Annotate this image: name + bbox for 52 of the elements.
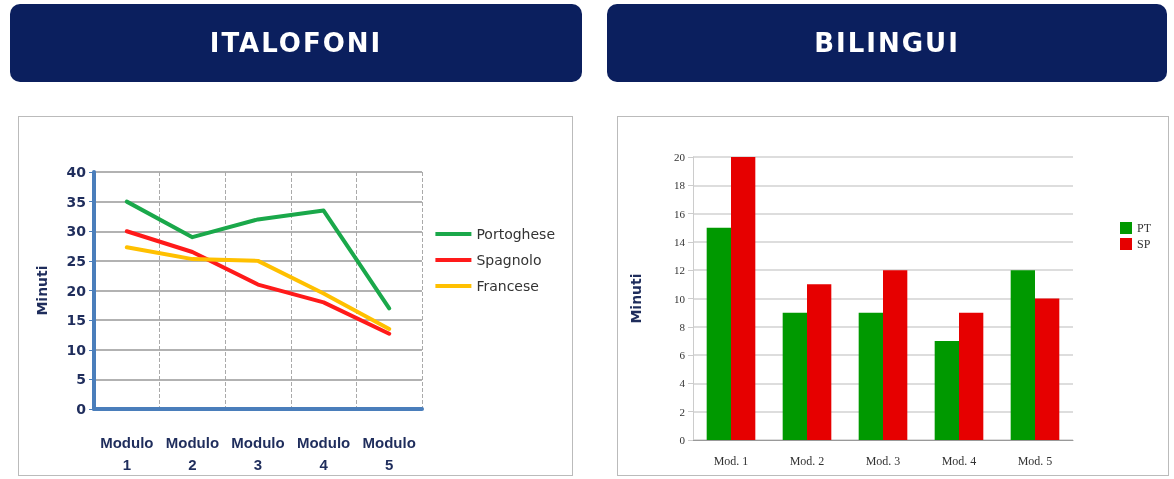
bar: [934, 340, 959, 440]
y-tick-label: 4: [679, 377, 686, 390]
y-axis-title: Minuti: [34, 265, 50, 316]
y-tick-label: 20: [66, 282, 87, 299]
y-tick-label: 10: [66, 341, 87, 358]
y-tick-label: 40: [66, 164, 87, 180]
y-tick-label: 15: [66, 312, 86, 329]
y-tick-label: 35: [66, 193, 86, 210]
x-tick-label: Modulo 5: [362, 433, 416, 473]
bar: [1035, 298, 1060, 440]
line-series: [124, 229, 392, 336]
x-tick-label: Modulo 4: [296, 433, 351, 473]
y-tick-label: 14: [674, 235, 686, 248]
y-tick-label: 16: [674, 207, 686, 220]
y-tick-label: 30: [66, 223, 87, 240]
bar: [731, 157, 756, 440]
legend-label: SP: [1137, 237, 1151, 251]
chart-title: ITALOFONI: [10, 4, 582, 82]
legend-label: Francese: [476, 278, 539, 294]
y-axis-title: Minuti: [628, 273, 644, 324]
bar: [782, 312, 807, 440]
x-tick-label: Mod. 5: [1017, 454, 1053, 468]
bar: [807, 284, 832, 440]
y-tick-label: 6: [679, 349, 686, 362]
x-tick-label: Modulo 2: [165, 433, 220, 473]
legend-label: Portoghese: [476, 226, 556, 242]
chart-title: BILINGUI: [607, 4, 1167, 82]
y-tick-label: 0: [76, 401, 87, 417]
bar: [959, 312, 984, 440]
legend-label: Spagnolo: [476, 252, 542, 268]
x-tick-label: Mod. 1: [713, 454, 749, 468]
line-series: [124, 245, 392, 332]
y-tick-label: 8: [679, 320, 686, 333]
y-tick-label: 2: [679, 405, 685, 418]
bar: [1010, 270, 1035, 440]
legend-label: PT: [1137, 221, 1152, 235]
x-tick-label: Modulo 3: [231, 433, 285, 473]
y-tick-label: 10: [674, 292, 686, 305]
line-series: [124, 199, 392, 311]
x-tick-label: Mod. 4: [941, 454, 977, 468]
y-tick-label: 0: [679, 434, 686, 446]
bar: [883, 270, 908, 440]
y-tick-label: 5: [76, 371, 86, 388]
bar: [858, 312, 883, 440]
y-tick-label: 20: [674, 151, 686, 163]
y-tick-label: 12: [674, 264, 685, 277]
x-tick-label: Modulo 1: [100, 433, 154, 473]
y-tick-label: 25: [66, 252, 86, 269]
x-tick-label: Mod. 3: [865, 454, 901, 468]
bar: [706, 227, 731, 440]
x-tick-label: Mod. 2: [789, 454, 825, 468]
y-tick-label: 18: [674, 179, 686, 192]
